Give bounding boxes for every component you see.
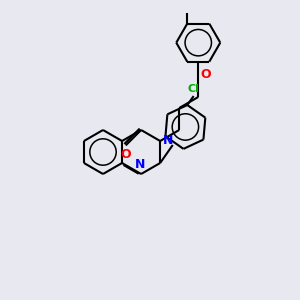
Text: N: N xyxy=(135,158,145,171)
Text: N: N xyxy=(163,134,173,148)
Text: O: O xyxy=(200,68,211,82)
Text: O: O xyxy=(120,148,131,161)
Text: Cl: Cl xyxy=(188,84,200,94)
